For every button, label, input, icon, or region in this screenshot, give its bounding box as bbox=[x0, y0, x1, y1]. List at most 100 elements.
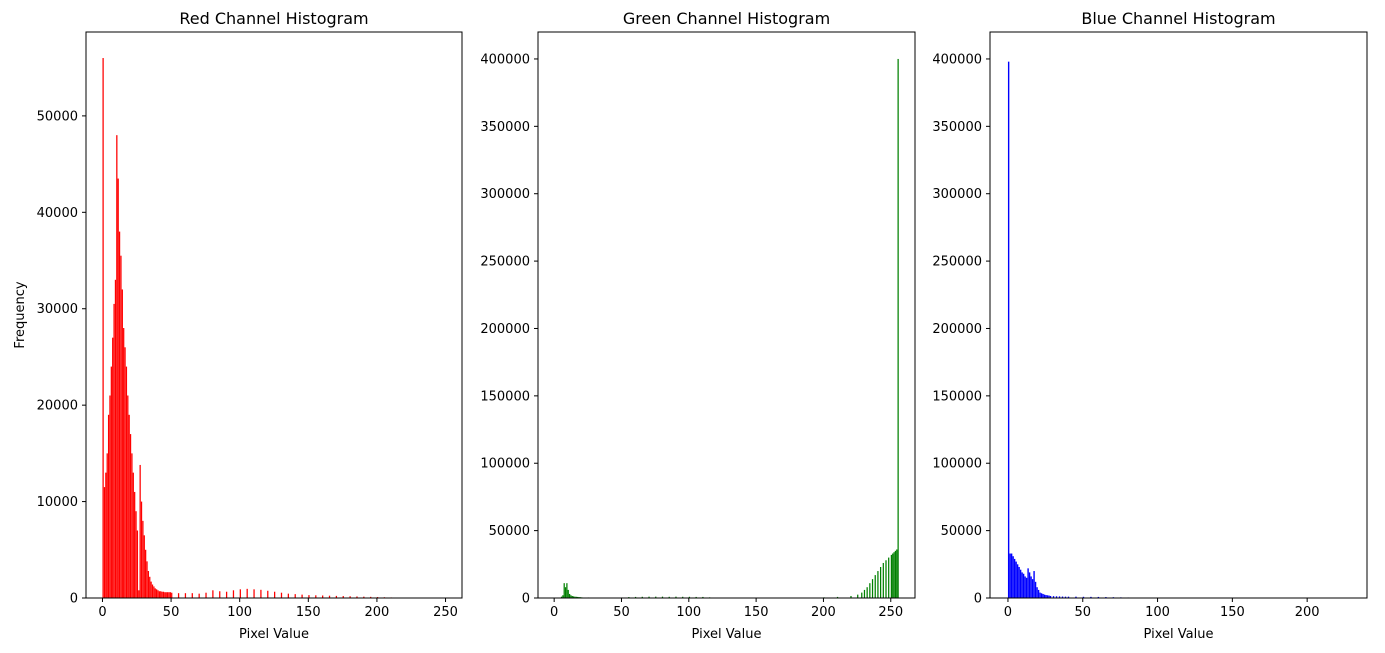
red-bar bbox=[169, 592, 171, 598]
blue-x-tick-label: 100 bbox=[1145, 605, 1170, 620]
red-bar bbox=[294, 594, 296, 598]
red-bar bbox=[140, 501, 143, 598]
blue-y-tick-label: 0 bbox=[974, 592, 982, 607]
red-y-tick-label: 30000 bbox=[37, 302, 78, 317]
red-bar bbox=[335, 595, 338, 598]
blue-bar bbox=[1039, 592, 1041, 598]
blue-bar bbox=[1042, 593, 1044, 598]
red-y-tick-label: 10000 bbox=[37, 495, 78, 510]
green-y-tick-label: 300000 bbox=[480, 187, 530, 202]
blue-bar bbox=[1025, 577, 1028, 598]
green-bar bbox=[871, 579, 874, 598]
red-bar bbox=[135, 511, 137, 598]
red-bar bbox=[260, 589, 262, 598]
blue-bar bbox=[1033, 571, 1035, 598]
blue-x-tick-label: 0 bbox=[1004, 605, 1012, 620]
red-plot-frame bbox=[85, 31, 463, 599]
red-histogram-panel: Red Channel Histogram Pixel Value Freque… bbox=[13, 9, 463, 642]
red-bar bbox=[177, 593, 180, 598]
red-bar bbox=[164, 592, 166, 598]
red-bar bbox=[112, 337, 114, 598]
red-bar bbox=[212, 590, 214, 598]
green-x-tick-label: 50 bbox=[613, 605, 630, 620]
green-bar bbox=[577, 596, 579, 598]
red-bar bbox=[328, 595, 331, 598]
red-bar bbox=[109, 395, 111, 598]
red-bar bbox=[287, 593, 289, 598]
blue-bar bbox=[1031, 579, 1034, 598]
red-y-tick-label: 0 bbox=[70, 592, 78, 607]
green-bar bbox=[641, 596, 643, 598]
green-bar bbox=[866, 587, 868, 598]
blue-bar bbox=[1030, 576, 1032, 598]
blue-bar bbox=[1012, 556, 1014, 598]
red-bar bbox=[123, 328, 125, 598]
red-bar bbox=[116, 135, 118, 599]
blue-bar bbox=[1058, 596, 1061, 598]
red-bar bbox=[102, 58, 104, 598]
red-bar bbox=[136, 530, 139, 598]
blue-x-tick-label: 200 bbox=[1295, 605, 1320, 620]
blue-histogram-panel: Blue Channel Histogram Pixel Value 0 50 10… bbox=[932, 9, 1368, 642]
blue-chart-title: Blue Channel Histogram bbox=[1081, 9, 1275, 28]
blue-bar bbox=[1067, 596, 1070, 598]
green-bar bbox=[634, 596, 637, 598]
blue-bar bbox=[1045, 595, 1047, 598]
blue-bar bbox=[1036, 587, 1038, 598]
blue-bar bbox=[1010, 553, 1013, 598]
red-bar bbox=[198, 593, 200, 598]
green-bar bbox=[571, 595, 573, 598]
red-bar bbox=[124, 347, 126, 598]
blue-y-tick-label: 200000 bbox=[932, 322, 982, 337]
red-y-tick-label: 20000 bbox=[37, 399, 78, 414]
green-x-tick-label: 150 bbox=[744, 605, 769, 620]
green-y-tick-label: 50000 bbox=[489, 524, 530, 539]
green-bar bbox=[661, 596, 664, 598]
red-bar bbox=[143, 535, 145, 598]
red-bar bbox=[166, 592, 169, 598]
green-plot-frame bbox=[537, 31, 916, 599]
green-y-tick-label: 0 bbox=[522, 592, 530, 607]
red-bar bbox=[162, 591, 165, 598]
green-bar bbox=[857, 594, 859, 598]
red-bar bbox=[171, 592, 173, 598]
red-x-tick-label: 150 bbox=[296, 605, 321, 620]
red-bar bbox=[165, 592, 167, 598]
red-x-tick-label: 250 bbox=[433, 605, 458, 620]
red-bar bbox=[280, 592, 283, 598]
red-bar bbox=[154, 588, 156, 598]
red-y-tick-label: 40000 bbox=[37, 206, 78, 221]
red-bar bbox=[225, 591, 228, 598]
red-bar bbox=[151, 584, 154, 598]
red-bar bbox=[138, 590, 140, 598]
blue-bar bbox=[1043, 594, 1046, 598]
green-bar bbox=[695, 596, 697, 598]
green-x-tick-label: 200 bbox=[811, 605, 836, 620]
green-bar bbox=[570, 595, 572, 598]
blue-bar bbox=[1064, 596, 1067, 598]
red-bar bbox=[117, 178, 119, 598]
blue-bar bbox=[1013, 558, 1016, 598]
red-bar bbox=[239, 589, 241, 598]
green-bar bbox=[688, 596, 691, 598]
blue-bar bbox=[1019, 569, 1022, 598]
blue-bar bbox=[1061, 596, 1064, 598]
blue-bar bbox=[1075, 596, 1077, 598]
red-bars bbox=[102, 58, 440, 599]
red-bar bbox=[146, 561, 148, 598]
red-bar bbox=[127, 395, 129, 598]
red-bar bbox=[232, 590, 235, 598]
green-bar bbox=[882, 562, 884, 598]
blue-bars bbox=[1007, 61, 1309, 598]
green-bar bbox=[850, 595, 852, 598]
blue-plot-frame bbox=[989, 31, 1368, 599]
green-bar bbox=[702, 596, 704, 598]
blue-bar bbox=[1024, 576, 1026, 598]
red-y-axis-label: Frequency bbox=[13, 281, 28, 348]
green-bar bbox=[888, 557, 890, 598]
green-bar bbox=[861, 592, 863, 598]
blue-y-tick-label: 300000 bbox=[932, 187, 982, 202]
green-bars bbox=[560, 58, 899, 598]
red-bar bbox=[118, 231, 121, 598]
red-bar bbox=[134, 491, 136, 598]
